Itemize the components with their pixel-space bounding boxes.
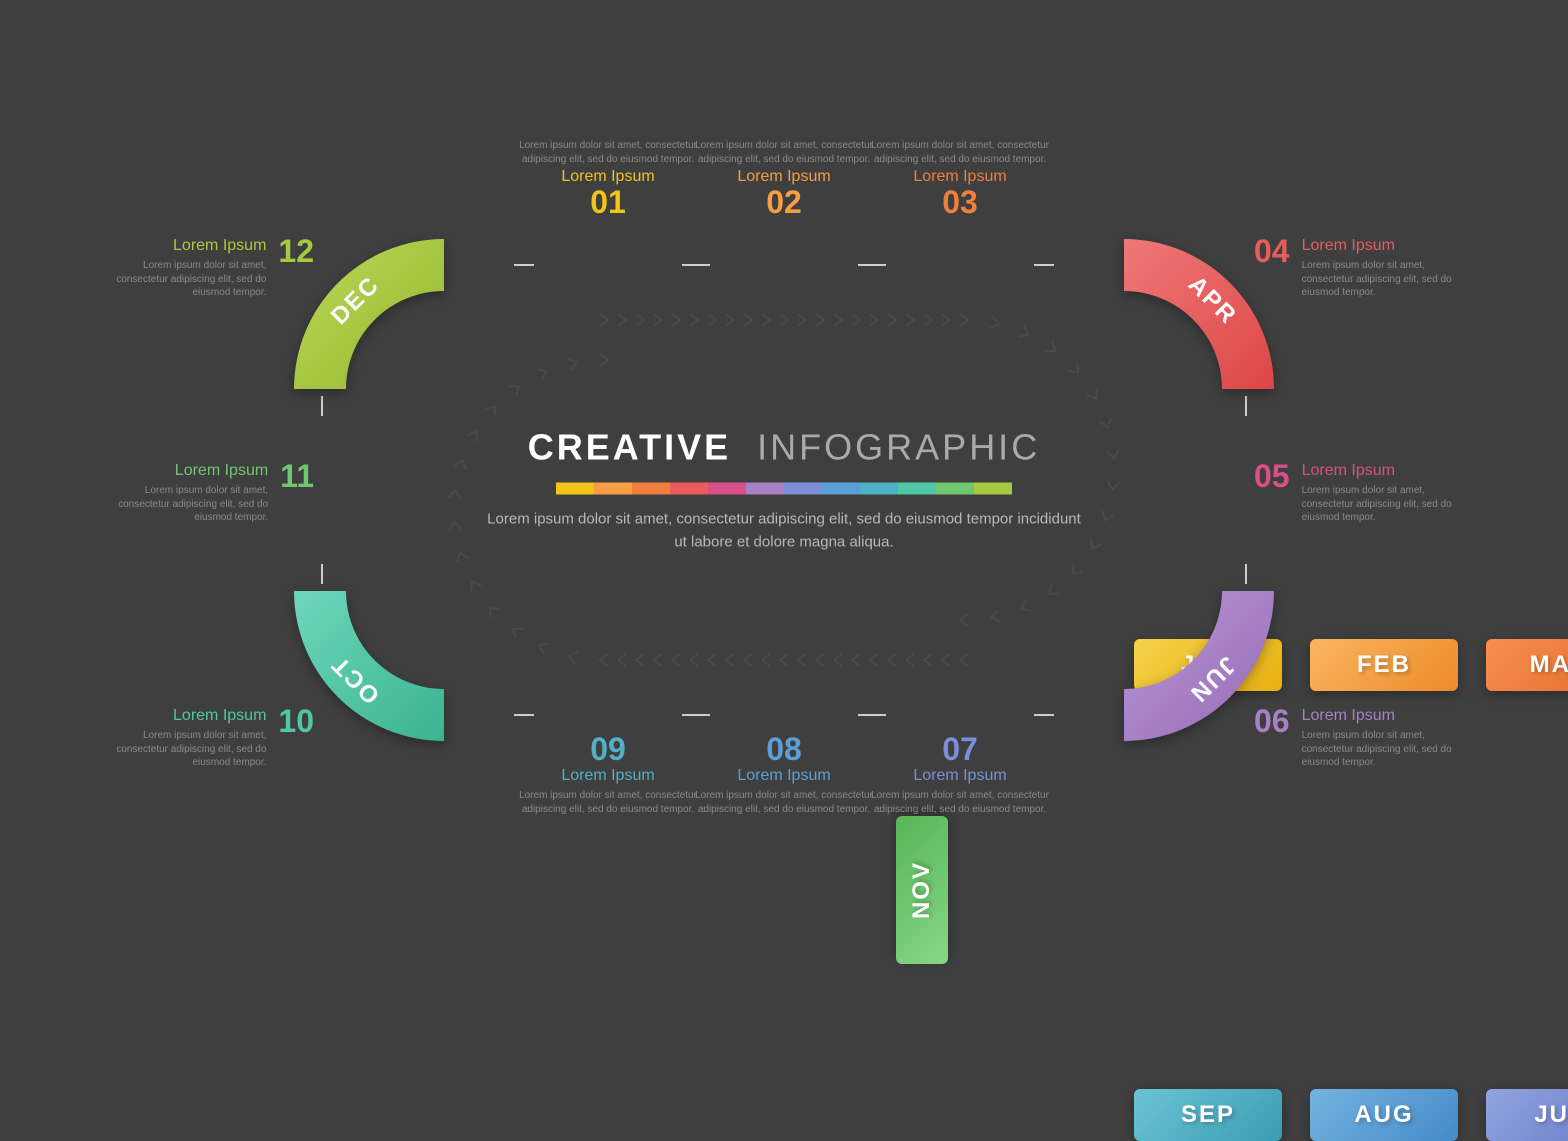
- label-body: Lorem ipsum dolor sit amet, consectetur …: [860, 789, 1060, 816]
- label-nov: Lorem Ipsum Lorem ipsum dolor sit amet, c…: [114, 460, 314, 525]
- label-body: Lorem ipsum dolor sit amet, consectetur …: [1302, 484, 1454, 525]
- label-aug: 08 Lorem Ipsum Lorem ipsum dolor sit amet,…: [684, 733, 884, 816]
- label-sep: 09 Lorem Ipsum Lorem ipsum dolor sit amet,…: [508, 733, 708, 816]
- label-number: 06: [1254, 705, 1290, 737]
- label-title: Lorem Ipsum: [114, 462, 268, 480]
- label-number: 04: [1254, 235, 1290, 267]
- label-number: 09: [508, 733, 708, 765]
- stage: JANFEBMARAPRMAYJUNJULAUGSEPOCTNOVDEC CRE…: [184, 90, 1384, 890]
- label-oct: Lorem Ipsum Lorem ipsum dolor sit amet, c…: [114, 705, 314, 770]
- label-title: Lorem Ipsum: [508, 767, 708, 785]
- month-tab-sep: SEP: [1134, 1089, 1282, 1141]
- label-number: 05: [1254, 460, 1290, 492]
- label-body: Lorem ipsum dolor sit amet, consectetur …: [508, 789, 708, 816]
- label-body: Lorem ipsum dolor sit amet, consectetur …: [684, 789, 884, 816]
- label-number: 01: [508, 186, 708, 218]
- label-number: 03: [860, 186, 1060, 218]
- label-dec: Lorem Ipsum Lorem ipsum dolor sit amet, c…: [114, 235, 314, 300]
- label-body: Lorem ipsum dolor sit amet, consectetur …: [1302, 729, 1454, 770]
- label-number: 08: [684, 733, 884, 765]
- labels-layer: Lorem ipsum dolor sit amet, consectetur …: [184, 90, 1384, 890]
- label-body: Lorem ipsum dolor sit amet, consectetur …: [114, 259, 266, 300]
- label-title: Lorem Ipsum: [1302, 462, 1454, 480]
- label-body: Lorem ipsum dolor sit amet, consectetur …: [114, 729, 266, 770]
- label-number: 11: [280, 460, 314, 492]
- label-jul: 07 Lorem Ipsum Lorem ipsum dolor sit amet,…: [860, 733, 1060, 816]
- label-may: 05 Lorem Ipsum Lorem ipsum dolor sit amet,…: [1254, 460, 1454, 525]
- month-tab-aug: AUG: [1310, 1089, 1458, 1141]
- label-feb: Lorem ipsum dolor sit amet, consectetur …: [684, 135, 884, 218]
- label-body: Lorem ipsum dolor sit amet, consectetur …: [1302, 259, 1454, 300]
- month-tab-jul: JUL: [1486, 1089, 1568, 1141]
- label-title: Lorem Ipsum: [860, 767, 1060, 785]
- label-jan: Lorem ipsum dolor sit amet, consectetur …: [508, 135, 708, 218]
- label-body: Lorem ipsum dolor sit amet, consectetur …: [508, 139, 708, 166]
- label-apr: 04 Lorem Ipsum Lorem ipsum dolor sit amet,…: [1254, 235, 1454, 300]
- label-mar: Lorem ipsum dolor sit amet, consectetur …: [860, 135, 1060, 218]
- label-body: Lorem ipsum dolor sit amet, consectetur …: [114, 484, 268, 525]
- label-title: Lorem Ipsum: [684, 767, 884, 785]
- label-title: Lorem Ipsum: [114, 237, 266, 255]
- label-jun: 06 Lorem Ipsum Lorem ipsum dolor sit amet,…: [1254, 705, 1454, 770]
- label-title: Lorem Ipsum: [1302, 707, 1454, 725]
- label-number: 10: [278, 705, 314, 737]
- label-body: Lorem ipsum dolor sit amet, consectetur …: [860, 139, 1060, 166]
- label-number: 02: [684, 186, 884, 218]
- label-number: 07: [860, 733, 1060, 765]
- label-number: 12: [278, 235, 314, 267]
- label-title: Lorem Ipsum: [1302, 237, 1454, 255]
- label-body: Lorem ipsum dolor sit amet, consectetur …: [684, 139, 884, 166]
- label-title: Lorem Ipsum: [114, 707, 266, 725]
- month-tab-mar: MAR: [1486, 639, 1568, 691]
